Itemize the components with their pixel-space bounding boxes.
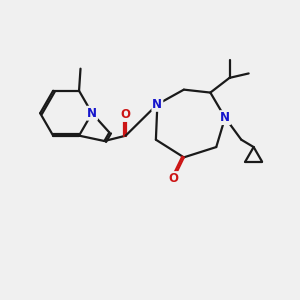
Text: O: O <box>169 172 178 185</box>
Text: N: N <box>87 107 97 120</box>
Text: O: O <box>121 108 130 121</box>
Text: N: N <box>220 111 230 124</box>
Text: N: N <box>152 98 162 111</box>
